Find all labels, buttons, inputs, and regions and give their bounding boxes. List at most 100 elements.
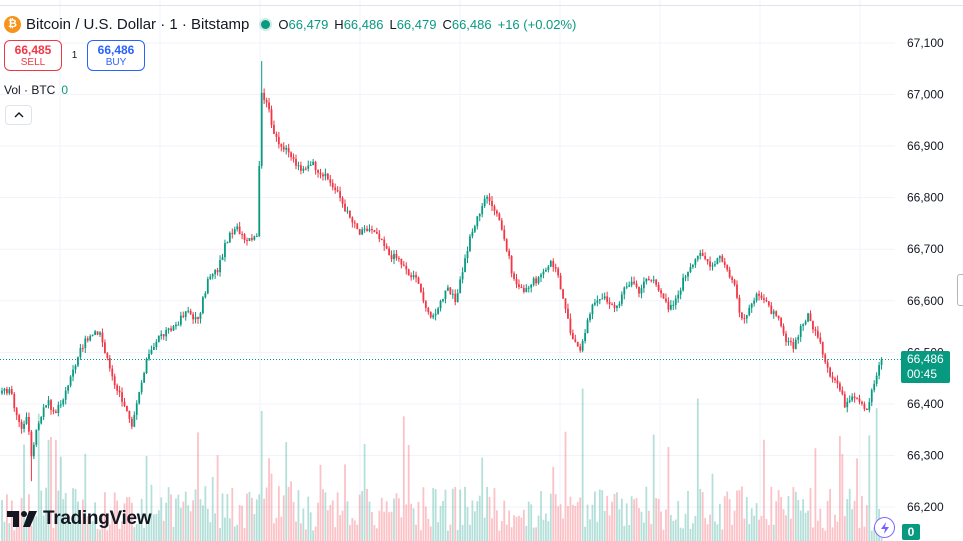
candle-body — [721, 256, 724, 262]
volume-bar — [785, 515, 787, 541]
volume-bar — [549, 493, 552, 541]
volume-bar — [567, 506, 569, 541]
volume-bar — [211, 477, 214, 541]
candle-body — [388, 248, 390, 256]
candle-body — [140, 382, 143, 393]
volume-bar — [449, 524, 452, 541]
volume-bar — [358, 494, 361, 541]
candle-body — [322, 174, 324, 177]
candle-body — [498, 213, 501, 221]
volume-bar — [116, 500, 119, 541]
candle-body — [635, 283, 638, 287]
candle-body — [557, 268, 560, 276]
candle-body — [841, 390, 844, 395]
volume-bar — [277, 486, 280, 541]
candle-body — [263, 92, 266, 101]
candle-body — [8, 389, 11, 394]
candle-body — [586, 320, 589, 333]
candle-body — [454, 293, 457, 302]
candle-body — [116, 385, 119, 391]
volume-bar — [508, 510, 511, 541]
candle-body — [699, 253, 702, 256]
candle-body — [856, 398, 858, 400]
candle-body — [219, 260, 221, 273]
sell-button[interactable]: 66,485 SELL — [4, 40, 62, 71]
volume-bar — [258, 494, 261, 541]
candle-body — [770, 305, 773, 314]
lightning-bolt-icon[interactable] — [874, 517, 895, 538]
candle-body — [407, 269, 410, 276]
volume-bar — [628, 524, 631, 541]
volume-bar — [45, 487, 47, 541]
candle-body — [214, 270, 217, 275]
symbol-title[interactable]: Bitcoin / U.S. Dollar · 1 · Bitstamp — [26, 15, 250, 33]
volume-bars — [1, 388, 883, 541]
volume-bar — [767, 525, 770, 541]
open-value: 66,479 — [288, 16, 329, 32]
volume-bar — [471, 500, 474, 541]
candle-body — [395, 253, 398, 259]
volume-bar — [790, 518, 792, 541]
volume-bar — [326, 510, 329, 541]
candle-body — [74, 365, 77, 370]
volume-bar — [873, 527, 876, 541]
candle-body — [802, 324, 805, 326]
volume-bar — [233, 526, 236, 541]
volume-bar — [23, 444, 25, 541]
candle-body — [787, 341, 790, 343]
tradingview-logo[interactable]: TradingView — [7, 508, 152, 530]
volume-bar — [162, 520, 165, 541]
high-label: H — [334, 16, 344, 32]
volume-bar — [814, 448, 817, 541]
volume-bar — [339, 515, 341, 541]
sell-price: 66,485 — [14, 42, 52, 57]
candle-body — [67, 385, 70, 391]
volume-bar — [530, 504, 533, 541]
candle-body — [858, 398, 861, 402]
candle-body — [620, 294, 623, 304]
volume-legend[interactable]: Vol · BTC 0 — [4, 83, 68, 97]
price-tick-label: 66,800 — [907, 191, 944, 205]
volume-bar — [312, 530, 315, 541]
volume-bar — [753, 515, 756, 541]
candle-body — [248, 238, 251, 241]
volume-bar — [189, 511, 192, 541]
volume-bar — [287, 486, 290, 541]
volume-bar — [197, 432, 199, 541]
collapse-legend-button[interactable] — [5, 105, 32, 125]
volume-bar — [728, 499, 731, 541]
volume-bar — [101, 515, 104, 541]
buy-button[interactable]: 66,486 BUY — [87, 40, 145, 71]
side-panel-handle[interactable] — [957, 274, 963, 306]
volume-bar — [388, 512, 390, 541]
price-axis[interactable]: 67,10067,00066,90066,80066,70066,60066,5… — [907, 36, 944, 514]
volume-bar — [81, 499, 84, 541]
candle-body — [799, 325, 802, 337]
volume-bar — [542, 519, 545, 541]
volume-bar — [608, 515, 611, 541]
volume-bar — [645, 486, 648, 541]
candle-body — [491, 200, 493, 207]
candle-body — [182, 315, 185, 317]
candle-body — [562, 289, 564, 299]
candle-body — [277, 136, 280, 145]
candle-body — [13, 394, 16, 409]
volume-bar — [126, 497, 128, 541]
candle-body — [692, 264, 694, 267]
volume-bar — [598, 489, 601, 541]
candle-body — [616, 305, 618, 308]
volume-bar — [192, 500, 194, 541]
buy-label: BUY — [105, 56, 127, 68]
candle-body — [297, 165, 300, 167]
candle-body — [741, 312, 743, 319]
volume-bar — [839, 436, 841, 541]
volume-bar — [111, 517, 114, 541]
volume-bar — [1, 499, 3, 541]
candle-body — [300, 165, 302, 171]
candle-body — [143, 372, 145, 383]
volume-bar — [67, 519, 70, 541]
candle-body — [349, 210, 351, 218]
volume-bar — [25, 519, 28, 541]
